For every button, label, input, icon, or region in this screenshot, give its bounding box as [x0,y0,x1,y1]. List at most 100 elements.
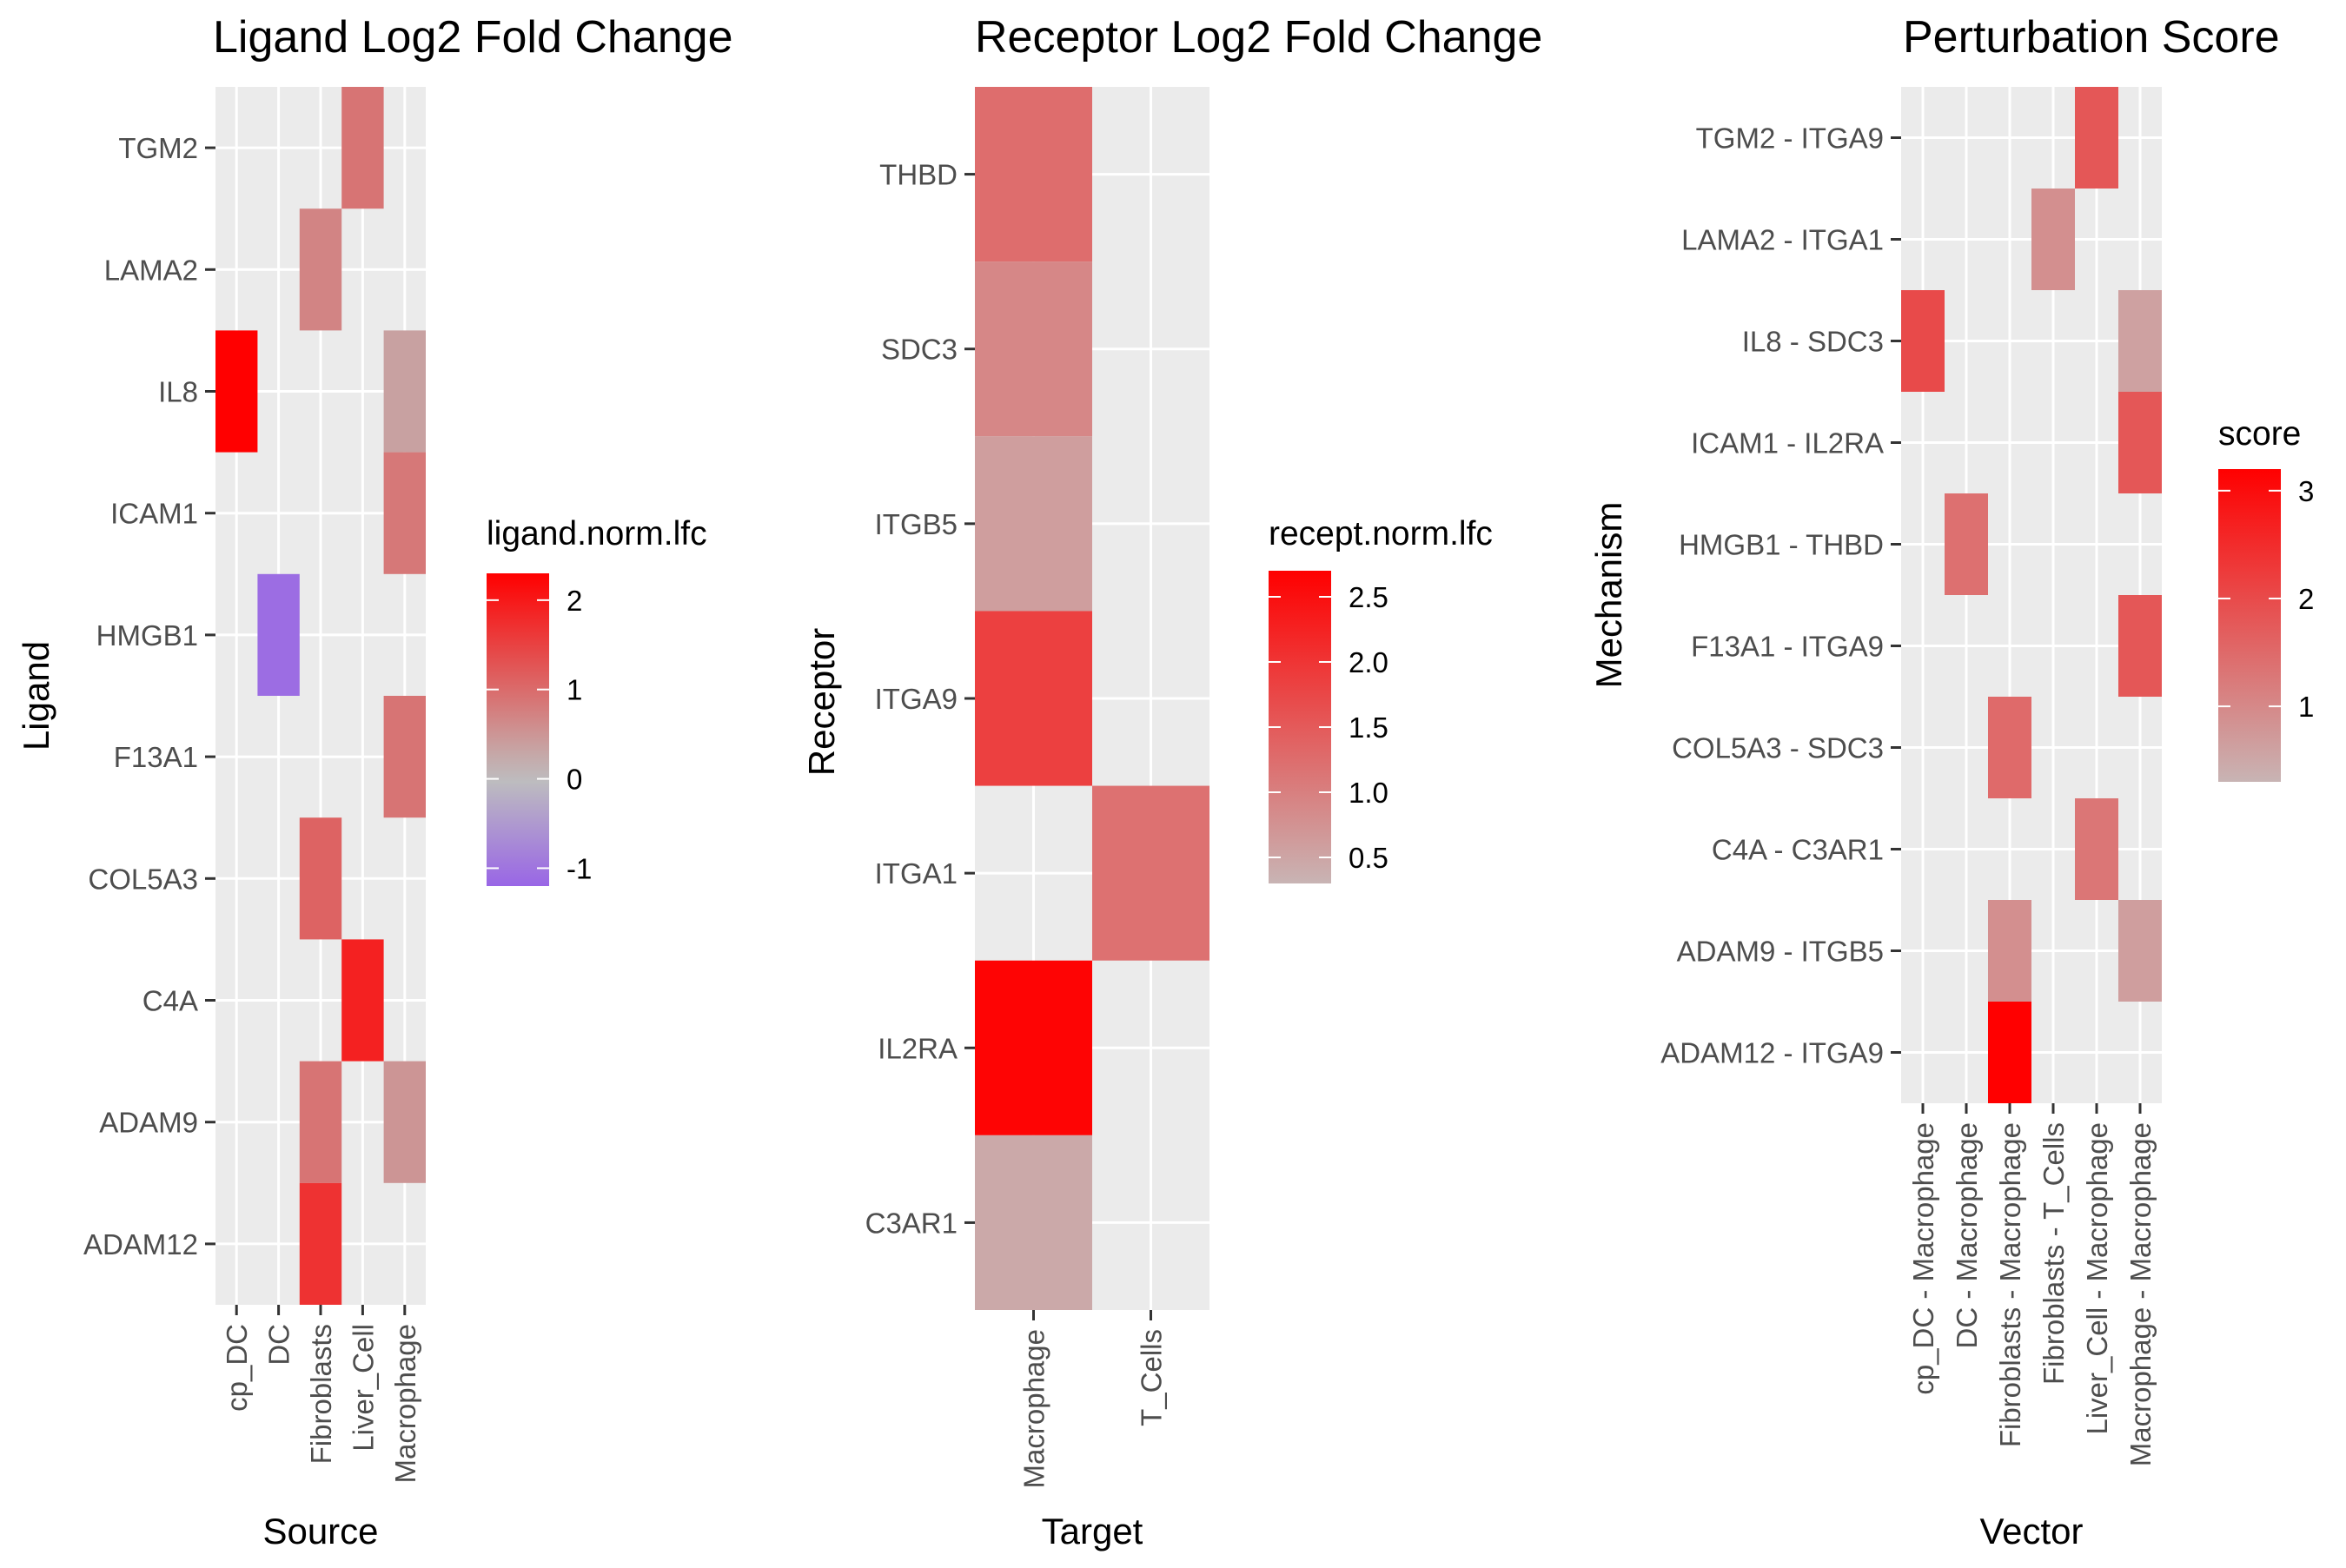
y-tick-label: HMGB1 - THBD [1679,529,1884,561]
heat-cell: IL8 / cp_DC: 2.3 [215,330,258,453]
y-tick-label: LAMA2 - ITGA1 [1681,224,1884,256]
ligand-legend-ticks: 2 1 0 -1 [487,585,592,884]
x-tick-label: Macrophage [1018,1329,1050,1488]
heat-cell: ITGA9 / Macrophage: 1.85 [975,611,1092,786]
receptor-legend-ticks: 2.5 2.0 1.5 1.0 0.5 [1269,581,1388,874]
heat-cell: HMGB1 / DC: -1.1 [257,573,300,696]
legend-tick-label: 0 [567,764,582,796]
y-tick-label: ADAM12 - ITGA9 [1660,1037,1884,1069]
perturbation-legend-title: score [2218,415,2301,453]
heat-cell: IL2RA / Macrophage: 2.65 [975,960,1092,1135]
x-tick-label: Macrophage - Macrophage [2124,1122,2157,1466]
heat-cell: THBD / Macrophage: 1.25 [975,87,1092,262]
perturbation-color-legend: score 3 2 1 [2218,415,2314,782]
perturbation-heat-cells: TGM2 - ITGA9 / Liver_Cell - Macrophage: … [1901,87,2162,1103]
y-tick-label: IL8 [158,376,198,408]
receptor-x-axis-title: Target [1042,1511,1143,1551]
receptor-legend-title: recept.norm.lfc [1269,515,1493,552]
x-tick-label: Fibroblasts [305,1324,337,1464]
y-tick-label: ADAM12 [83,1228,198,1260]
perturbation-x-ticks: cp_DC - Macrophage DC - Macrophage Fibrobl… [1907,1103,2157,1466]
legend-tick-label: 1.0 [1349,777,1388,809]
receptor-heatmap-panel: Receptor Log2 Fold Change THBD / Macroph… [801,12,1542,1551]
ligand-x-axis-title: Source [262,1511,378,1551]
y-tick-label: SDC3 [881,334,958,366]
x-tick-label: T_Cells [1136,1329,1168,1426]
ligand-x-ticks: cp_DC DC Fibroblasts Liver_Cell Macrophage [221,1305,421,1483]
heat-cell: LAMA2 - ITGA1 / Fibroblasts - T_Cells: 0… [2031,189,2075,290]
heat-cell: ICAM1 - IL2RA / Macrophage - Macrophage:… [2118,392,2162,493]
receptor-x-ticks: Macrophage T_Cells [1018,1310,1168,1488]
heat-cell: TGM2 - ITGA9 / Liver_Cell - Macrophage: … [2075,87,2118,189]
heat-cell: HMGB1 - THBD / DC - Macrophage: 1.4 [1945,493,1988,595]
y-tick-label: IL2RA [878,1032,958,1064]
heat-cell: ITGB5 / Macrophage: 0.6 [975,436,1092,612]
x-tick-label: Liver_Cell - Macrophage [2081,1122,2113,1435]
heat-cell: C4A / Liver_Cell: 1.9 [341,939,384,1062]
heat-cell: ITGA1 / T_Cells: 1.2 [1092,785,1209,961]
heat-cell: F13A1 / Macrophage: 0.9 [383,696,426,818]
legend-tick-label: 3 [2298,475,2314,507]
heat-cell: COL5A3 / Fibroblasts: 1.1 [299,817,342,940]
receptor-color-legend: recept.norm.lfc 2.5 2.0 1.5 1.0 0.5 [1269,515,1493,883]
legend-tick-label: 1.5 [1349,711,1388,744]
heat-cell: F13A1 - ITGA9 / Macrophage - Macrophage:… [2118,595,2162,697]
legend-tick-label: -1 [567,852,592,884]
receptor-y-axis-title: Receptor [801,628,842,776]
perturbation-legend-colorbar [2218,469,2281,782]
heat-cell: IL8 / Macrophage: 0.35 [383,330,426,453]
y-tick-label: IL8 - SDC3 [1742,326,1884,358]
x-tick-label: DC [263,1324,295,1366]
y-tick-label: ICAM1 [110,498,198,530]
ligand-y-ticks: TGM2 LAMA2 IL8 ICAM1 HMGB1 F13A1 COL5A3 C4A ADAM… [83,132,215,1260]
ligand-legend-colorbar [487,573,549,886]
y-tick-label: F13A1 - ITGA9 [1691,631,1884,663]
heat-cell: ADAM12 - ITGA9 / Fibroblasts - Macrophag… [1988,1002,2031,1103]
y-tick-label: F13A1 [114,741,198,773]
heat-cell: LAMA2 / Fibroblasts: 0.7 [299,208,342,331]
heat-cell: ADAM9 - ITGB5 / Fibroblasts - Macrophage… [1988,900,2031,1002]
legend-tick-label: 1 [2298,691,2314,723]
legend-tick-label: 2.0 [1349,646,1388,678]
receptor-panel-title: Receptor Log2 Fold Change [975,12,1542,63]
x-tick-label: cp_DC - Macrophage [1907,1122,1939,1395]
heat-cell: ADAM9 / Fibroblasts: 0.9 [299,1061,342,1183]
perturbation-y-axis-title: Mechanism [1588,502,1629,689]
y-tick-label: ADAM9 - ITGB5 [1677,936,1884,968]
y-tick-label: LAMA2 [104,254,198,286]
receptor-y-ticks: THBD SDC3 ITGB5 ITGA9 ITGA1 IL2RA C3AR1 [865,159,975,1239]
receptor-heat-cells: THBD / Macrophage: 1.25SDC3 / Macrophage… [975,87,1209,1310]
heat-cell: IL8 - SDC3 / Macrophage - Macrophage: 0.… [2118,290,2162,392]
heat-cell: IL8 - SDC3 / cp_DC - Macrophage: 2 [1901,290,1945,392]
y-tick-label: ADAM9 [99,1107,198,1139]
ligand-legend-title: ligand.norm.lfc [487,515,707,552]
heat-cell: SDC3 / Macrophage: 0.9 [975,261,1092,437]
y-tick-label: C4A [142,985,198,1017]
x-tick-label: Fibroblasts - Macrophage [1994,1122,2026,1447]
heat-cell: ADAM12 / Fibroblasts: 1.7 [299,1182,342,1305]
legend-tick-label: 2 [2298,583,2314,615]
x-tick-label: Macrophage [389,1324,421,1483]
y-tick-label: ITGA9 [875,683,958,715]
y-tick-label: ICAM1 - IL2RA [1691,427,1884,460]
perturbation-heatmap-panel: Perturbation Score TGM2 - ITGA9 / Liver_… [1588,12,2314,1551]
perturbation-y-ticks: TGM2 - ITGA9 LAMA2 - ITGA1 IL8 - SDC3 ICAM1… [1660,122,1901,1069]
perturbation-x-axis-title: Vector [1979,1511,2083,1551]
x-tick-label: Liver_Cell [347,1324,379,1452]
heat-cell: ADAM9 - ITGB5 / Macrophage - Macrophage:… [2118,900,2162,1002]
y-tick-label: TGM2 - ITGA9 [1696,122,1884,155]
y-tick-label: THBD [879,159,958,191]
heat-cell: COL5A3 - SDC3 / Fibroblasts - Macrophage… [1988,697,2031,798]
legend-tick-label: 2 [567,585,582,617]
x-tick-label: DC - Macrophage [1951,1122,1983,1348]
legend-tick-label: 1 [567,674,582,706]
y-tick-label: COL5A3 - SDC3 [1672,732,1884,764]
perturbation-panel-title: Perturbation Score [1903,12,2280,63]
y-tick-label: COL5A3 [88,863,198,895]
heat-cell: ICAM1 / Macrophage: 0.85 [383,452,426,574]
x-tick-label: cp_DC [221,1324,253,1412]
y-tick-label: ITGA1 [875,857,958,890]
